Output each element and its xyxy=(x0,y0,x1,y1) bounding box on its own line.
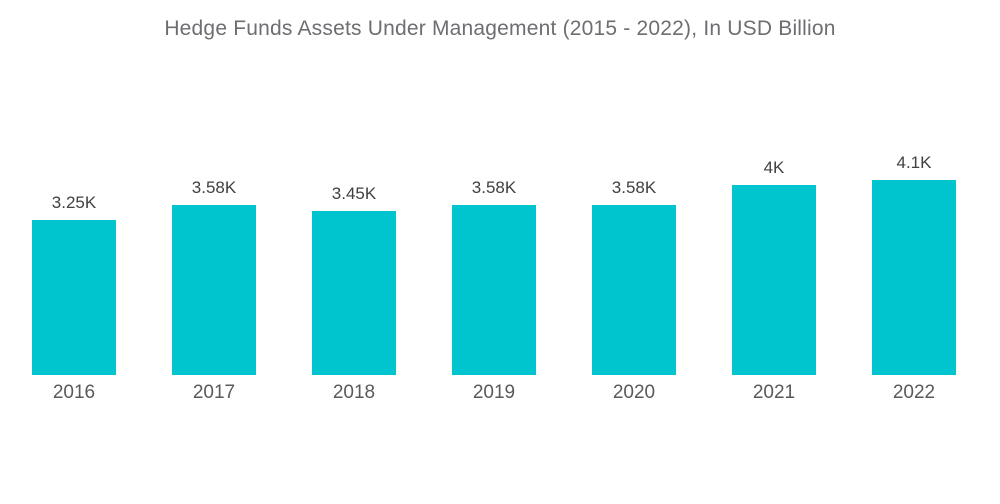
bar-value-label: 3.58K xyxy=(471,178,517,197)
bar-group: 3.58K xyxy=(564,0,704,375)
bar-group: 3.45K xyxy=(284,0,424,375)
bar-group: 3.25K xyxy=(4,0,144,375)
x-axis-row: 2016 2017 2018 2019 2020 2021 2022 xyxy=(4,381,984,404)
bar-value-label: 3.58K xyxy=(191,178,237,197)
x-axis-label: 2022 xyxy=(892,382,936,403)
bar-group: 3.58K xyxy=(144,0,284,375)
bar xyxy=(32,220,116,375)
bar-value-label: 3.25K xyxy=(51,193,97,212)
bar-value-label: 4.1K xyxy=(896,153,932,172)
x-axis-label: 2016 xyxy=(52,382,96,403)
x-axis-label: 2021 xyxy=(752,382,796,403)
x-axis-label: 2019 xyxy=(472,382,516,403)
bar xyxy=(172,205,256,375)
bar-value-label: 3.58K xyxy=(611,178,657,197)
bar xyxy=(312,211,396,375)
bar-group: 4.1K xyxy=(844,0,984,375)
x-axis-label: 2017 xyxy=(192,382,236,403)
bar xyxy=(592,205,676,375)
chart-title: Hedge Funds Assets Under Management (201… xyxy=(164,17,836,40)
bar xyxy=(732,185,816,375)
bar xyxy=(872,180,956,375)
bar-group: 3.58K xyxy=(424,0,564,375)
bar xyxy=(452,205,536,375)
bar-value-label: 4K xyxy=(763,158,785,177)
bars-row: 3.25K 3.58K 3.45K 3.58K 3.58K 4K 4.1K xyxy=(4,0,984,375)
bar-value-label: 3.45K xyxy=(331,184,377,203)
bar-group: 4K xyxy=(704,0,844,375)
x-axis-label: 2018 xyxy=(332,382,376,403)
x-axis-label: 2020 xyxy=(612,382,656,403)
